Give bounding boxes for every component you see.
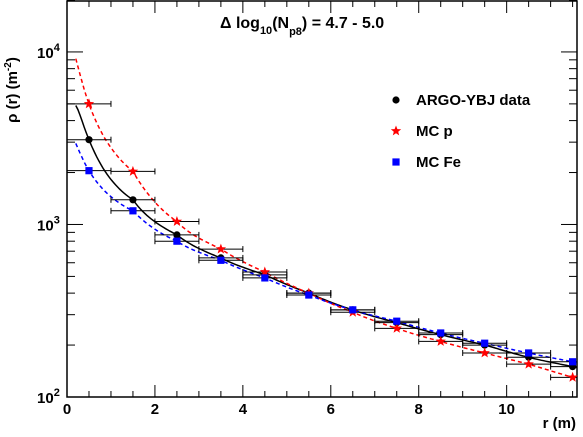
fit-line-0 [76,106,577,368]
data-point-square [173,238,180,245]
data-point-square [217,257,224,264]
data-point-square [393,318,400,325]
data-point-square [85,167,92,174]
data-point-star [128,166,139,176]
data-point-square [437,329,444,336]
y-tick-label: 102 [37,387,60,407]
legend-marker-square [392,158,399,165]
data-point-star [567,372,577,382]
chart-title: Δ log10(Np8) = 4.7 - 5.0 [220,15,384,38]
legend-marker-star [391,126,401,136]
data-point-star [172,216,182,226]
chart-title-prefix: Δ log [220,15,260,32]
x-tick-label: 4 [239,401,248,418]
x-axis-title: r (m) [543,415,576,432]
legend-label: MC Fe [416,154,461,171]
legend: ARGO-YBJ data MC p MC Fe [391,92,531,171]
data-point-circle [85,136,92,143]
data-point-star [84,98,94,108]
data-point-star [436,336,446,346]
x-tick-label: 0 [63,401,71,418]
chart-title-mid: (N [272,15,289,32]
y-tick-label: 104 [37,42,61,62]
chart-title-sub2: p8 [289,26,302,38]
x-tick-label: 8 [415,401,423,418]
x-tick-label: 6 [327,401,335,418]
data-point-square [349,306,356,313]
data-point-square [261,274,268,281]
plot-frame [67,1,577,397]
data-point-square [569,358,576,365]
chart-title-suffix: ) = 4.7 - 5.0 [302,15,384,32]
x-tick-label: 2 [151,401,159,418]
chart-title-sub1: 10 [260,25,272,37]
data-point-star [523,359,534,369]
data-point-square [525,349,532,356]
fit-line-2 [76,143,577,362]
legend-label: MC p [416,123,453,140]
data-point-square [129,207,136,214]
data-point-square [305,291,312,298]
data-point-square [481,340,488,347]
data-point-star [479,348,490,358]
y-axis-title-tail: ) [4,57,21,62]
y-tick-label: 103 [37,214,60,234]
legend-marker-circle [392,96,399,103]
data-point-circle [173,231,180,238]
x-tick-label: 10 [498,401,515,418]
legend-label: ARGO-YBJ data [416,92,531,109]
y-axis-title-main: ρ (r) (m [4,71,21,123]
data-point-circle [129,196,136,203]
y-axis-title: ρ (r) (m-2) [3,57,21,123]
